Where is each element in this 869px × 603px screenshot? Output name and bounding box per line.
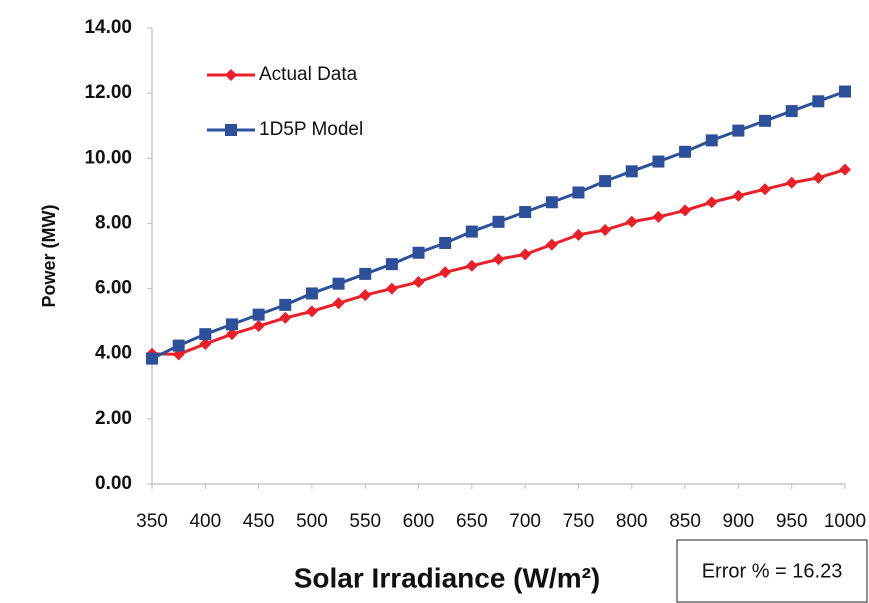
data-point <box>705 134 718 147</box>
data-point <box>839 163 851 176</box>
x-tick-label: 400 <box>189 511 221 532</box>
y-tick-label: 4.00 <box>95 343 132 364</box>
data-point <box>359 267 372 280</box>
data-point <box>465 259 478 272</box>
x-tick-label: 850 <box>669 511 701 532</box>
x-tick-label: 450 <box>243 511 275 532</box>
data-point <box>199 328 212 341</box>
data-point <box>305 287 318 300</box>
data-point <box>732 189 745 202</box>
data-point <box>225 328 238 341</box>
x-tick-label: 350 <box>136 511 168 532</box>
data-point <box>785 176 798 189</box>
data-point <box>812 95 825 108</box>
data-point <box>759 183 772 196</box>
data-point <box>332 297 345 310</box>
data-point <box>812 171 825 184</box>
data-point <box>519 248 532 261</box>
y-tick-label: 0.00 <box>95 473 132 494</box>
data-point <box>572 186 585 199</box>
x-tick-label: 700 <box>509 511 541 532</box>
data-point <box>252 308 265 321</box>
data-point <box>732 124 745 137</box>
legend-label: Actual Data <box>259 64 358 85</box>
x-tick-label: 1000 <box>824 511 866 532</box>
x-axis-title: Solar Irradiance (W/m²) <box>294 562 601 593</box>
data-point <box>146 352 158 365</box>
data-point <box>279 298 292 311</box>
y-tick-label: 12.00 <box>84 82 132 103</box>
legend-label: 1D5P Model <box>259 119 363 140</box>
y-tick-label: 2.00 <box>95 408 132 429</box>
y-tick-label: 10.00 <box>84 147 132 168</box>
annotation-box <box>676 539 868 603</box>
data-point <box>199 337 212 350</box>
data-point <box>252 320 265 333</box>
data-point <box>625 215 638 228</box>
data-point <box>492 253 505 266</box>
data-point <box>519 206 532 219</box>
legend-marker <box>225 124 237 136</box>
data-point <box>652 210 665 223</box>
data-point <box>599 175 612 188</box>
data-point <box>439 266 452 279</box>
data-point <box>545 238 558 251</box>
data-point <box>705 196 718 209</box>
data-point <box>759 114 772 127</box>
data-point <box>839 85 851 98</box>
x-tick-label: 750 <box>563 511 595 532</box>
x-tick-label: 900 <box>723 511 755 532</box>
data-point <box>332 277 345 290</box>
data-point <box>439 236 452 249</box>
data-point <box>679 204 692 217</box>
legend-marker <box>225 69 237 81</box>
data-point <box>492 215 505 228</box>
y-tick-label: 14.00 <box>84 17 132 38</box>
data-point <box>652 155 665 168</box>
data-point <box>412 276 425 289</box>
x-tick-label: 800 <box>616 511 648 532</box>
data-point <box>599 223 612 236</box>
y-axis-title: Power (MW) <box>39 205 59 308</box>
data-point <box>385 258 398 271</box>
data-point <box>545 196 558 209</box>
data-point <box>572 228 585 241</box>
data-point <box>172 339 185 352</box>
x-tick-label: 500 <box>296 511 328 532</box>
x-tick-label: 600 <box>403 511 435 532</box>
y-tick-label: 6.00 <box>95 278 132 299</box>
y-tick-label: 8.00 <box>95 212 132 233</box>
data-point <box>785 105 798 118</box>
x-tick-label: 550 <box>349 511 381 532</box>
data-point <box>412 246 425 259</box>
data-point <box>279 311 292 324</box>
x-tick-label: 650 <box>456 511 488 532</box>
data-point <box>305 305 318 318</box>
annotation: Error % = 16.23 <box>702 560 843 582</box>
data-point <box>359 289 372 302</box>
x-tick-label: 950 <box>776 511 808 532</box>
data-point <box>679 145 692 158</box>
data-point <box>465 225 478 238</box>
data-point <box>625 165 638 178</box>
data-point <box>385 282 398 295</box>
data-point <box>225 318 238 331</box>
